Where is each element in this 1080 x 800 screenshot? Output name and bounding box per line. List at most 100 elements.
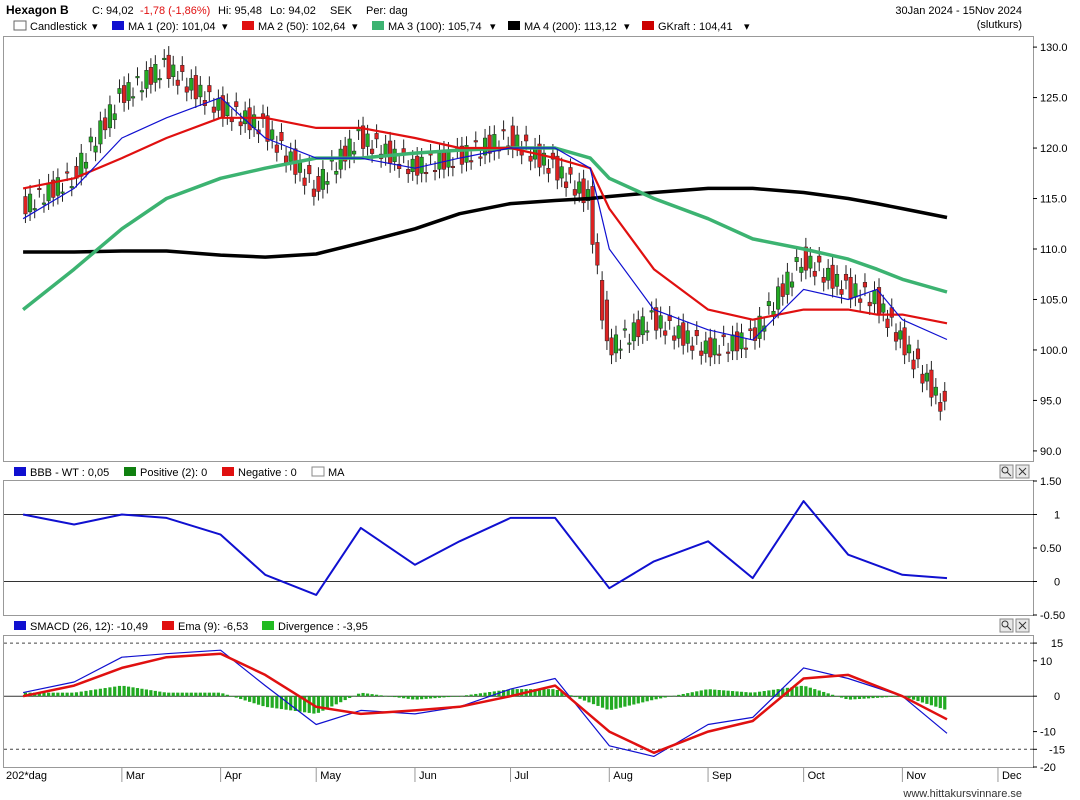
divergence-bar: [446, 696, 451, 698]
divergence-bar: [582, 696, 587, 701]
divergence-bar: [478, 693, 483, 697]
divergence-bar: [817, 690, 821, 697]
divergence-bar: [316, 696, 321, 713]
svg-text:Ema (9): -6,53: Ema (9): -6,53: [178, 621, 248, 633]
month-label: Nov: [906, 770, 926, 782]
divergence-bar: [93, 689, 98, 697]
candle: [193, 75, 198, 100]
candle: [139, 90, 144, 93]
divergence-bar: [89, 690, 93, 697]
candle: [867, 301, 872, 307]
candle: [234, 101, 239, 107]
candle: [148, 67, 153, 85]
divergence-bar: [790, 687, 794, 697]
candle: [748, 328, 753, 332]
macd-close-icon[interactable]: [1015, 618, 1030, 633]
candle: [482, 137, 488, 156]
candle: [103, 117, 108, 131]
candle: [184, 86, 189, 93]
divergence-bar: [135, 688, 140, 697]
svg-text:▾: ▾: [624, 21, 630, 33]
divergence-bar: [875, 696, 880, 698]
divergence-bar: [397, 696, 401, 698]
divergence-bar: [781, 688, 785, 697]
divergence-bar: [605, 696, 609, 710]
legend-ma2[interactable]: MA 2 (50): 102,64 ▾: [242, 21, 358, 33]
candle: [343, 145, 348, 162]
macd-panel: [3, 635, 1034, 768]
legend-candlestick[interactable]: Candlestick ▾: [13, 20, 98, 33]
divergence-bar: [437, 696, 442, 698]
bbb-axis-label: 1: [1054, 510, 1060, 522]
macd-legend: SMACD (26, 12): -10,49 Ema (9): -6,53 Di…: [14, 621, 368, 633]
divergence-bar: [551, 689, 555, 697]
candle: [743, 347, 749, 350]
candle: [933, 386, 938, 396]
candle: [432, 170, 438, 173]
divergence-bar: [37, 692, 41, 697]
divergence-bar: [767, 690, 771, 697]
divergence-bar: [704, 689, 708, 697]
divergence-bar: [609, 696, 614, 710]
legend-ma3[interactable]: MA 3 (100): 105,74 ▾: [372, 21, 496, 33]
divergence-bar: [591, 696, 596, 705]
candle: [279, 132, 284, 142]
divergence-bar: [248, 696, 252, 702]
candle: [311, 188, 316, 197]
candle: [835, 273, 840, 287]
candle: [302, 177, 307, 186]
divergence-bar: [298, 696, 302, 712]
candle: [365, 133, 370, 147]
candle: [609, 337, 614, 356]
divergence-bar: [60, 692, 65, 697]
legend-ma4[interactable]: MA 4 (200): 113,12 ▾: [508, 21, 630, 33]
ma-line-2: [22, 116, 948, 325]
candle: [654, 307, 659, 331]
divergence-bar: [424, 696, 428, 699]
candle: [41, 202, 47, 205]
month-label: Mar: [126, 770, 145, 782]
bbb-close-icon[interactable]: [1015, 464, 1030, 479]
divergence-bar: [198, 692, 202, 697]
divergence-bar: [402, 696, 406, 699]
divergence-bar: [880, 696, 884, 698]
divergence-bar: [216, 692, 220, 697]
candle: [171, 64, 176, 77]
candle: [640, 316, 645, 336]
legend-ma1[interactable]: MA 1 (20): 101,04 ▾: [112, 21, 228, 33]
credit-text: www.hittakursvinnare.se: [902, 788, 1022, 800]
candle: [352, 150, 357, 155]
month-label: 202*dag: [6, 770, 47, 782]
divergence-bar: [795, 686, 799, 697]
divergence-bar: [866, 696, 871, 699]
divergence-bar: [596, 696, 600, 706]
candle: [23, 196, 28, 215]
divergence-bar: [488, 692, 492, 697]
divergence-bar: [79, 691, 83, 697]
divergence-bar: [925, 696, 929, 704]
candle: [180, 65, 185, 72]
bbb-zoom-icon[interactable]: [999, 464, 1014, 479]
close-price: C: 94,02: [92, 5, 134, 17]
divergence-bar: [65, 692, 69, 697]
legend-gkraft[interactable]: GKraft : 104,41 ▾: [642, 21, 750, 33]
macd-zoom-icon[interactable]: [999, 618, 1014, 633]
candle: [858, 298, 863, 303]
candle: [590, 186, 595, 245]
month-label: Sep: [712, 770, 732, 782]
divergence-bar: [717, 689, 721, 697]
divergence-bar: [348, 696, 352, 698]
month-label: Jun: [419, 770, 437, 782]
candle: [881, 303, 886, 313]
candle: [162, 57, 167, 60]
candle: [843, 273, 849, 281]
divergence-bar: [303, 696, 307, 713]
divergence-bar: [212, 692, 216, 697]
divergence-bar: [506, 689, 510, 697]
candle: [663, 330, 668, 336]
svg-text:Negative : 0: Negative : 0: [238, 467, 297, 479]
price-axis-label: 130.0: [1040, 42, 1068, 54]
divergence-bar: [451, 696, 455, 697]
divergence-bar: [569, 695, 573, 697]
candle: [307, 165, 312, 175]
